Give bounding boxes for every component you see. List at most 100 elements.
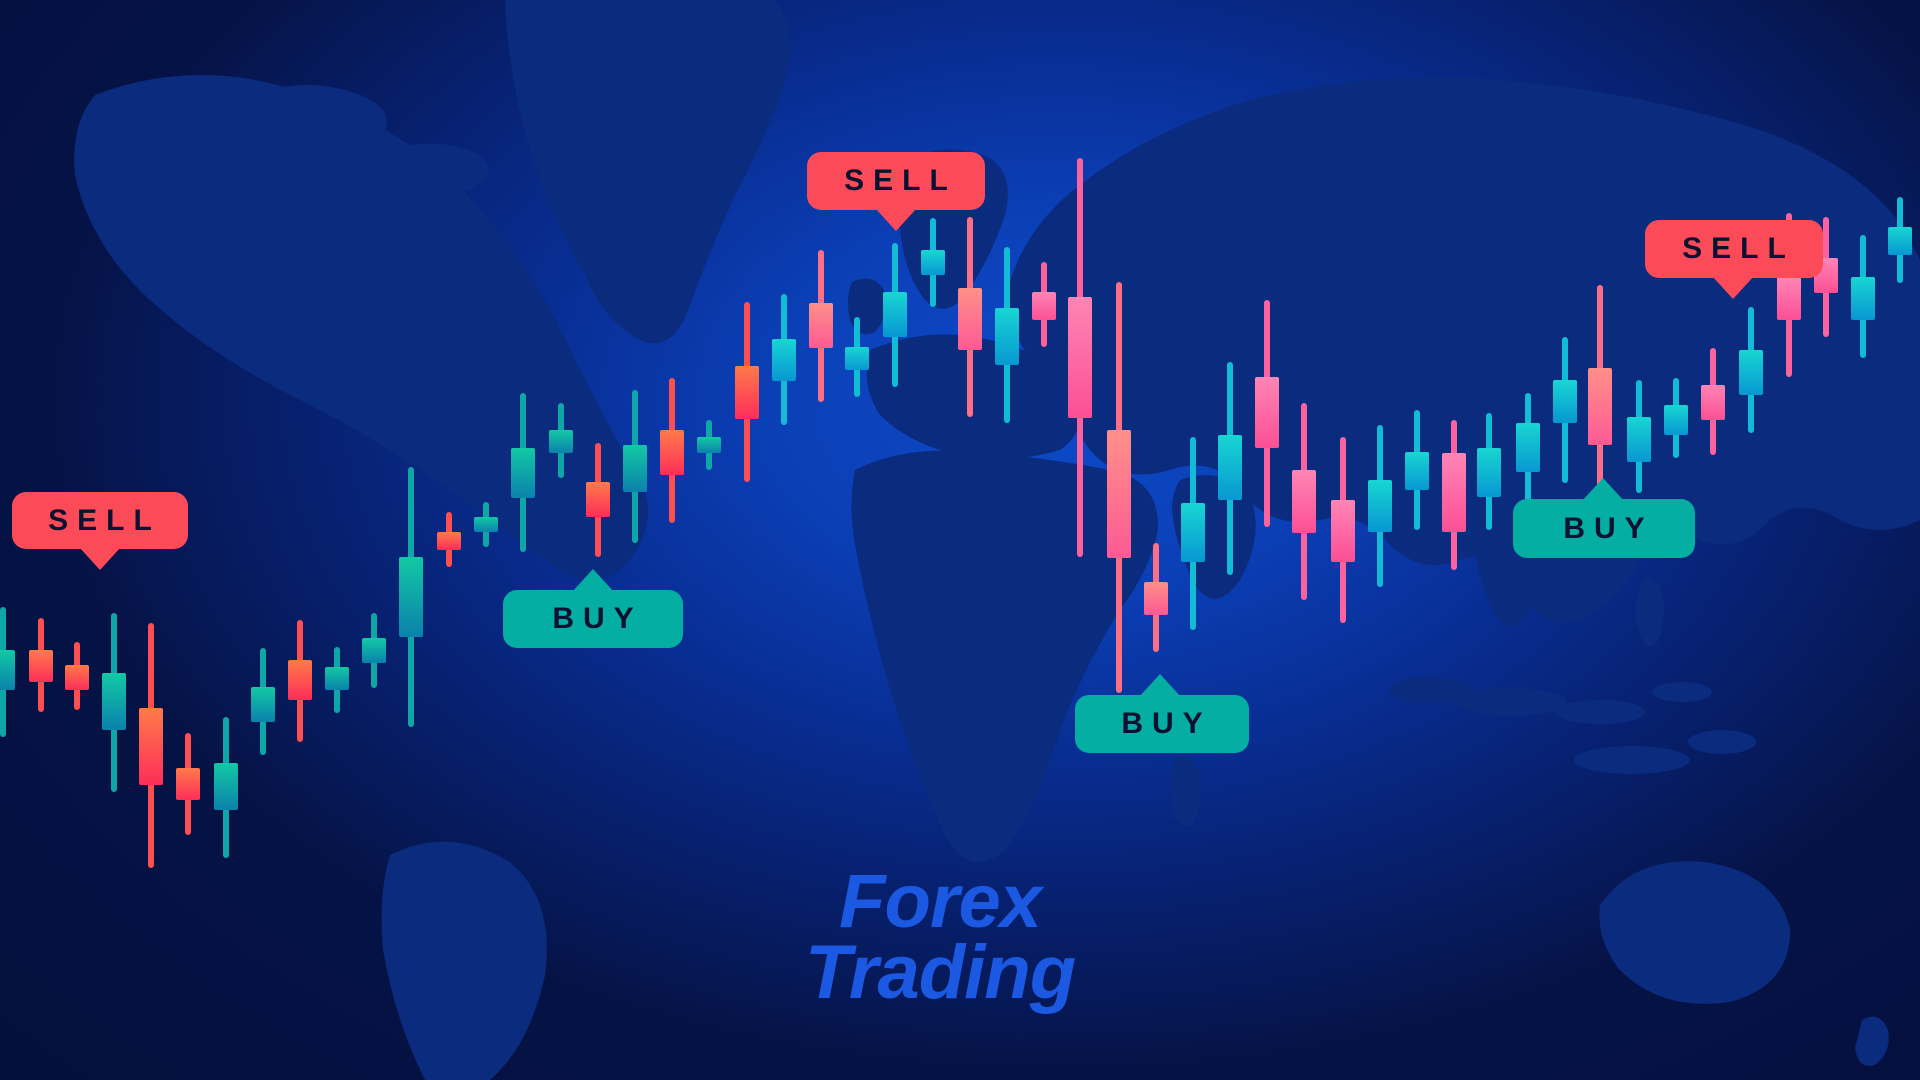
candle-body [1888, 227, 1912, 255]
candlestick-hotpink [1701, 348, 1725, 455]
candlestick-salmon [1107, 282, 1131, 693]
continent-europe [847, 149, 1080, 459]
buy-badge: BUY [503, 569, 683, 648]
candle-body [139, 708, 163, 785]
candlestick-salmon [809, 250, 833, 402]
island [1652, 682, 1712, 702]
candle-body [399, 557, 423, 637]
candlestick-hotpink [1068, 158, 1092, 557]
candle-body [1331, 500, 1355, 562]
candlestick-cyan [1405, 410, 1429, 530]
candle-body [1516, 423, 1540, 472]
candle-body [29, 650, 53, 682]
candle-body [1477, 448, 1501, 497]
candlestick-teal [102, 613, 126, 792]
title-line-1: Forex [839, 859, 1042, 944]
candlestick-cyan [772, 294, 796, 425]
candlestick-cyan [1218, 362, 1242, 575]
continent-north-america [74, 75, 648, 581]
title-line-2: Trading [804, 930, 1076, 1016]
candle-body [1627, 417, 1651, 462]
candle-body [1588, 368, 1612, 445]
candlestick-teal [214, 717, 238, 858]
island [1528, 432, 1562, 488]
candle-body [1144, 582, 1168, 615]
candlestick-hotpink [1292, 403, 1316, 600]
badge-pointer-up-icon [572, 569, 614, 592]
candle-body [549, 430, 573, 453]
arctic-islands [250, 85, 498, 295]
candle-body [660, 430, 684, 475]
candlestick-teal [362, 613, 386, 688]
candle-body [1442, 453, 1466, 532]
sell-badge: SELL [1645, 220, 1823, 299]
buy-badge: BUY [1513, 478, 1695, 558]
candlestick-red [29, 618, 53, 712]
candle-body [0, 650, 15, 690]
page-title: Forex Trading [700, 859, 1180, 1016]
candlestick-cyan [1368, 425, 1392, 587]
continent-south-america [381, 841, 547, 1080]
candle-body [772, 339, 796, 381]
buy-badge-label: BUY [1121, 707, 1212, 740]
candlestick-teal [325, 647, 349, 713]
candlestick-teal [623, 390, 647, 543]
badge-pointer-up-icon [1582, 478, 1624, 501]
candle-body [958, 288, 982, 350]
candlestick-cyan [1477, 413, 1501, 530]
island [1636, 578, 1664, 646]
buy-badge: BUY [1075, 674, 1249, 753]
candlestick-cyan [1888, 197, 1912, 283]
sell-badge-label: SELL [844, 164, 957, 197]
candlestick-red [288, 620, 312, 742]
sell-badge: SELL [807, 152, 985, 231]
candle-body [511, 448, 535, 498]
candle-body [176, 768, 200, 800]
candle-body [362, 638, 386, 663]
candlestick-red [176, 733, 200, 835]
candlestick-cyan [1516, 393, 1540, 517]
candlestick-teal [697, 420, 721, 470]
candle-body [1405, 452, 1429, 490]
candlestick-red [437, 512, 461, 567]
candlestick-cyan [883, 243, 907, 387]
candle-body [995, 308, 1019, 365]
candle-body [1701, 385, 1725, 420]
candle-body [1068, 297, 1092, 418]
candlestick-cyan [1739, 307, 1763, 433]
island [1457, 688, 1567, 716]
candlestick-cyan [1664, 378, 1688, 458]
candlestick-hotpink [1442, 420, 1466, 570]
island [1555, 700, 1645, 724]
candle-body [288, 660, 312, 700]
candlestick-teal [399, 467, 423, 727]
candle-body [102, 673, 126, 730]
candlestick-hotpink [1255, 300, 1279, 527]
candle-body [1851, 277, 1875, 320]
candle-body [921, 250, 945, 275]
sell-badge: SELL [12, 492, 188, 570]
candle-body [1553, 380, 1577, 423]
island [1388, 677, 1472, 703]
candle-body [474, 517, 498, 532]
candle-body [325, 667, 349, 690]
candle-body [65, 665, 89, 690]
candlestick-cyan [845, 317, 869, 397]
candle-body [1664, 405, 1688, 435]
candlestick-teal [549, 403, 573, 478]
candlestick-cyan [1851, 235, 1875, 358]
candle-body [1107, 430, 1131, 558]
continent-greenland [505, 0, 791, 344]
candle-body [735, 366, 759, 419]
candlestick-hotpink [1331, 437, 1355, 623]
candle-body [697, 437, 721, 453]
sell-badge-label: SELL [48, 503, 161, 537]
island [1574, 746, 1690, 774]
buy-badge-label: BUY [1563, 511, 1654, 545]
candle-body [1032, 292, 1056, 320]
candle-body [251, 687, 275, 722]
candlestick-hotpink [1032, 262, 1056, 347]
candlestick-salmon [1588, 285, 1612, 487]
candle-body [1181, 503, 1205, 562]
